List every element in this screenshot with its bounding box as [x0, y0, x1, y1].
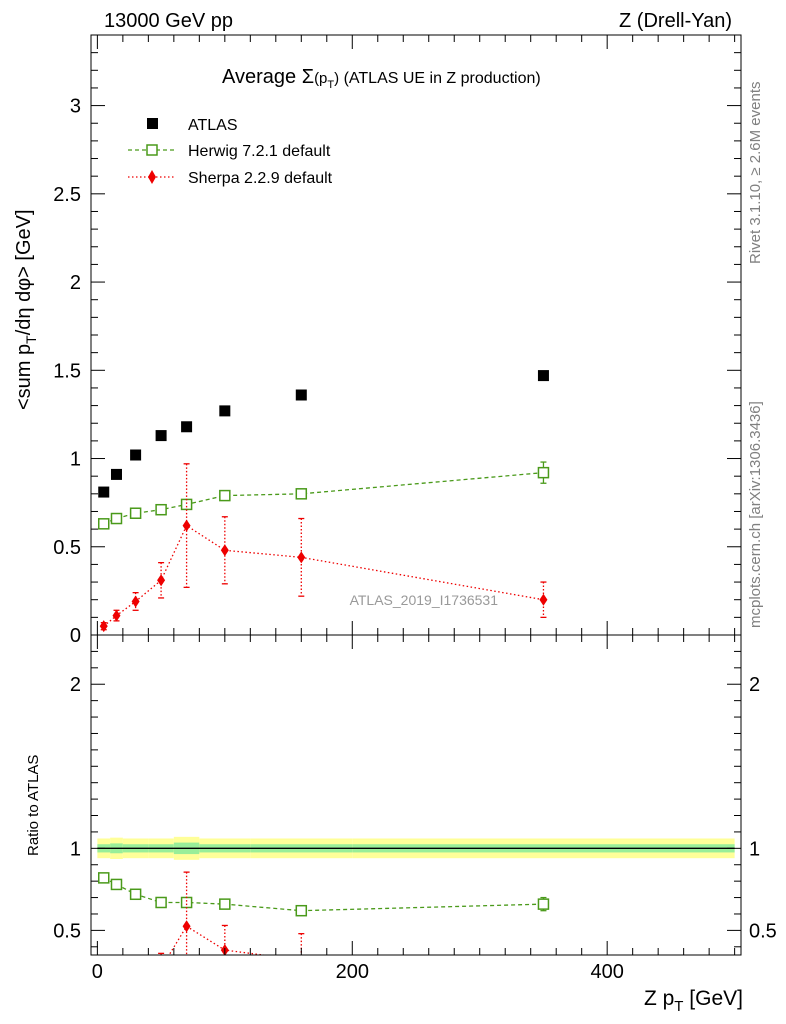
herwig-ratio-point: [155, 896, 167, 909]
sherpa-line: [103, 524, 544, 627]
analysis-watermark: ATLAS_2019_I1736531: [350, 592, 499, 608]
herwig-point: [537, 466, 550, 479]
sherpa-ratio-point: [157, 962, 165, 974]
atlas-point: [98, 486, 110, 498]
x-tick-label: 400: [590, 961, 623, 983]
xlabel-b: [GeV]: [683, 987, 743, 1010]
rivet-label: Rivet 3.1.10, ≥ 2.6M events: [747, 82, 764, 265]
ratio-y-tick-label-right: 1: [749, 838, 760, 860]
title-arg: (p: [314, 70, 327, 87]
mcplots-label: mcplots.cern.ch [arXiv:1306.3436]: [747, 401, 764, 628]
sherpa-point: [99, 620, 108, 633]
title-close: ): [334, 70, 339, 87]
sherpa-point: [112, 609, 121, 622]
ylabel-sub: T: [23, 335, 39, 344]
main-title: Average Σ(pT) (ATLAS UE in Z production): [222, 66, 541, 91]
legend-label-atlas: ATLAS: [188, 117, 238, 134]
ratio-y-tick-label-left: 1: [70, 838, 81, 860]
header-left: 13000 GeV pp: [104, 10, 233, 32]
atlas-point: [155, 430, 167, 442]
y-tick-label: 0: [70, 625, 81, 647]
sherpa-ratio-point: [300, 953, 303, 955]
sherpa-point: [297, 551, 306, 564]
herwig-line: [103, 471, 544, 525]
herwig-ratio-point: [219, 898, 231, 910]
herwig-point: [129, 507, 142, 519]
xlabel-sub: T: [674, 998, 683, 1015]
ratio-y-tick-label-right: 2: [749, 674, 760, 696]
sherpa-ratio-point: [539, 983, 547, 995]
sherpa-point: [131, 595, 140, 608]
herwig-point: [219, 489, 231, 502]
y-tick-label: 2.5: [53, 184, 81, 206]
herwig-point: [295, 488, 308, 500]
atlas-point: [295, 389, 307, 401]
legend: ATLAS Herwig 7.2.1 default Sherpa 2.2.9 …: [128, 117, 333, 187]
ratio-plot-layer: [97, 836, 735, 1009]
sherpa-ratio-point: [100, 997, 108, 1009]
xlabel-a: Z p: [644, 987, 674, 1010]
herwig-point: [180, 498, 193, 511]
legend-label-sherpa: Sherpa 2.2.9 default: [188, 170, 333, 187]
y-tick-label: 1: [70, 449, 81, 471]
sherpa-ratio-point: [132, 977, 140, 989]
herwig-ratio-point: [537, 898, 550, 910]
atlas-point: [219, 405, 231, 417]
main-ylabel: <sum pT/dη dφ> [GeV]: [13, 209, 39, 410]
ratio-frame: [90, 634, 742, 956]
legend-marker-herwig: [146, 144, 158, 156]
atlas-point: [130, 449, 142, 461]
ratio-y-tick-label-right: 0.5: [749, 920, 777, 942]
sherpa-ratio-point: [182, 920, 191, 933]
legend-marker-atlas: [147, 118, 158, 129]
x-tick-label: 200: [336, 961, 369, 983]
ratio-y-tick-label-left: 0.5: [53, 920, 81, 942]
y-tick-label: 0.5: [53, 537, 81, 559]
herwig-point: [155, 503, 167, 516]
atlas-point: [537, 370, 549, 382]
sherpa-point: [539, 593, 548, 606]
header-right: Z (Drell-Yan): [619, 10, 732, 32]
sherpa-point: [220, 544, 229, 557]
atlas-point: [110, 468, 122, 480]
ratio-panel: 0.5 0.5 1 1 2 2 0 200 400 Ratio to ATLAS Z pT [G…: [25, 634, 777, 1015]
herwig-ratio-point: [110, 878, 123, 891]
legend-label-herwig: Herwig 7.2.1 default: [188, 143, 331, 160]
herwig-ratio-line: [103, 877, 544, 912]
herwig-ratio-point: [180, 896, 193, 909]
herwig-ratio-point: [97, 872, 110, 884]
ratio-xlabel: Z pT [GeV]: [644, 987, 743, 1015]
ratio-axes: 0.5 0.5 1 1 2 2 0 200 400: [53, 635, 777, 983]
title-prefix: Average: [222, 66, 302, 88]
sherpa-ratio-line: [168, 925, 269, 955]
x-tick-label: 0: [92, 961, 103, 983]
title-suffix: (ATLAS UE in Z production): [339, 70, 541, 87]
main-plot-layer: [97, 370, 550, 633]
main-panel: 00.511.522.53 Average Σ(pT) (ATLAS UE in…: [13, 34, 742, 647]
title-sub: T: [327, 79, 334, 91]
herwig-ratio-point: [295, 904, 308, 917]
sherpa-ratio-point: [112, 987, 120, 999]
sherpa-point: [157, 574, 166, 587]
ylabel-a: <sum p: [13, 344, 35, 410]
herwig-point: [110, 512, 123, 525]
y-tick-label: 1.5: [53, 360, 81, 382]
y-tick-label: 3: [70, 96, 81, 118]
sherpa-point: [182, 519, 191, 532]
atlas-point: [181, 421, 193, 433]
title-sigma: Σ: [302, 66, 314, 88]
herwig-ratio-point: [129, 888, 142, 901]
ylabel-b: /dη dφ> [GeV]: [13, 209, 35, 335]
legend-marker-sherpa: [148, 170, 156, 184]
y-tick-label: 2: [70, 272, 81, 294]
ratio-y-tick-label-left: 2: [70, 674, 81, 696]
main-axes: 0 0.5 1 1.5 2 2.5 3: [53, 34, 741, 647]
herwig-point: [97, 518, 110, 530]
ratio-ylabel: Ratio to ATLAS: [25, 755, 42, 856]
